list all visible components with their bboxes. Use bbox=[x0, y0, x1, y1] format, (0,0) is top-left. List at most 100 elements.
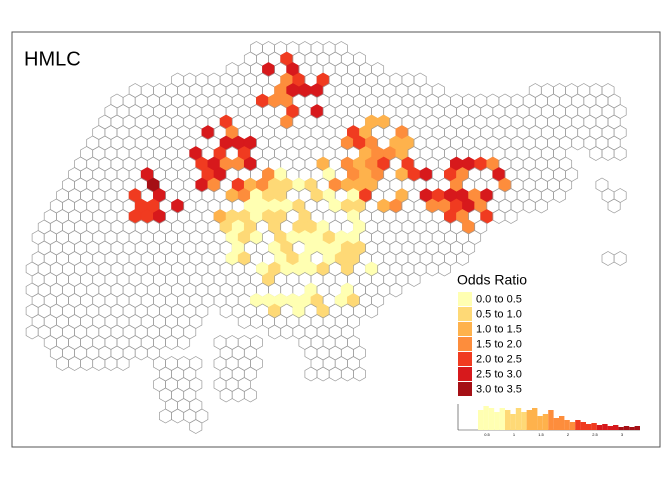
legend-label: 1.5 to 2.0 bbox=[476, 338, 522, 350]
hex-cell bbox=[316, 366, 330, 382]
legend: Odds Ratio 0.0 to 0.5 0.5 to 1.0 1.0 to 1.… bbox=[457, 272, 527, 396]
hex-cell bbox=[237, 314, 251, 329]
hex-cell bbox=[365, 303, 379, 319]
hist-bar bbox=[478, 410, 484, 430]
legend-label: 2.0 to 2.5 bbox=[476, 353, 522, 365]
hex-grid bbox=[25, 41, 627, 434]
legend-label: 2.5 to 3.0 bbox=[476, 368, 522, 380]
hex-cell bbox=[601, 146, 615, 161]
hex-cell bbox=[571, 135, 585, 151]
hist-bar bbox=[629, 427, 635, 430]
hex-cell bbox=[437, 261, 451, 277]
hist-bar bbox=[564, 420, 570, 430]
hex-cell bbox=[601, 251, 615, 266]
hist-bar bbox=[580, 422, 586, 430]
legend-title: Odds Ratio bbox=[457, 272, 527, 288]
hex-cell bbox=[219, 387, 233, 403]
hist-bar bbox=[602, 424, 608, 430]
hist-bar bbox=[548, 410, 554, 430]
hist-bar bbox=[488, 408, 495, 430]
legend-label: 3.0 to 3.5 bbox=[476, 383, 522, 395]
hex-cell bbox=[171, 408, 185, 424]
hist-bar bbox=[591, 423, 597, 430]
histogram: 0.5 1 1.5 2 2.5 3 bbox=[457, 404, 640, 437]
hist-tick-label: 0.5 bbox=[484, 432, 490, 437]
legend-swatch bbox=[458, 367, 472, 381]
hist-bar bbox=[618, 427, 624, 430]
hex-cell bbox=[231, 387, 245, 403]
hist-tick-label: 1.5 bbox=[538, 432, 544, 437]
hist-tick-label: 1 bbox=[513, 432, 516, 437]
hex-cell bbox=[522, 198, 536, 214]
legend-swatch bbox=[458, 337, 472, 351]
hist-bar bbox=[532, 408, 538, 430]
hist-bar bbox=[575, 420, 581, 430]
hist-bar bbox=[510, 414, 516, 430]
hex-cell bbox=[159, 408, 172, 424]
hist-bar bbox=[483, 406, 489, 430]
hex-cell bbox=[613, 146, 627, 161]
hex-cell bbox=[177, 335, 191, 350]
hex-cell bbox=[68, 356, 81, 371]
hex-cell bbox=[134, 345, 148, 361]
map-frame bbox=[11, 31, 661, 448]
hex-cell bbox=[80, 356, 94, 371]
hist-bar bbox=[526, 410, 532, 430]
hex-cell bbox=[280, 324, 294, 340]
hex-cell bbox=[353, 366, 366, 382]
hist-bar bbox=[521, 412, 527, 430]
hist-bar bbox=[553, 418, 559, 430]
hist-bar bbox=[537, 416, 543, 430]
hist-bar bbox=[607, 426, 613, 430]
legend-label: 1.0 to 1.5 bbox=[476, 323, 522, 335]
map-title: HMLC bbox=[24, 48, 81, 70]
hex-cell bbox=[340, 366, 354, 382]
hist-bar bbox=[596, 425, 603, 430]
hist-bar bbox=[623, 426, 630, 430]
hist-bar bbox=[559, 416, 565, 430]
hex-cell bbox=[304, 366, 318, 382]
hist-tick-label: 3 bbox=[621, 432, 624, 437]
hist-bar bbox=[515, 408, 522, 430]
hex-cell bbox=[534, 198, 548, 214]
hex-cell bbox=[407, 272, 421, 287]
legend-swatch bbox=[458, 322, 472, 336]
legend-swatch bbox=[458, 292, 472, 306]
hex-cell bbox=[165, 335, 178, 350]
hist-bar bbox=[499, 408, 505, 430]
hist-tick-label: 2.5 bbox=[592, 432, 598, 437]
hex-cell bbox=[25, 324, 39, 340]
legend-swatch bbox=[458, 307, 472, 321]
hex-cell bbox=[589, 146, 603, 161]
hex-cell bbox=[607, 198, 621, 214]
hex-cell bbox=[553, 188, 566, 203]
hex-cell bbox=[613, 251, 627, 266]
hex-cell bbox=[492, 209, 506, 224]
hist-bar bbox=[505, 410, 511, 430]
legend-swatch bbox=[458, 352, 472, 366]
hist-bar bbox=[569, 422, 576, 430]
hex-cell bbox=[92, 356, 106, 371]
hist-bar bbox=[494, 412, 500, 430]
legend-swatch bbox=[458, 382, 472, 396]
hex-cell bbox=[328, 366, 342, 382]
hex-cell bbox=[116, 356, 130, 371]
hex-cell bbox=[268, 324, 282, 340]
hex-cell bbox=[250, 314, 263, 329]
hex-cell bbox=[456, 251, 469, 266]
hex-cell bbox=[219, 303, 233, 319]
hex-cell bbox=[56, 356, 69, 371]
hex-cell bbox=[189, 419, 203, 434]
hex-cell bbox=[243, 387, 257, 403]
hex-cell bbox=[389, 282, 403, 298]
hist-tick-label: 2 bbox=[567, 432, 570, 437]
hist-bar bbox=[613, 425, 619, 430]
legend-label: 0.0 to 0.5 bbox=[476, 293, 522, 305]
hex-cell bbox=[425, 261, 439, 277]
hist-bar bbox=[542, 414, 549, 430]
hex-cell bbox=[504, 209, 518, 224]
hex-cell bbox=[104, 356, 118, 371]
hist-bar bbox=[586, 424, 592, 430]
legend-label: 0.5 to 1.0 bbox=[476, 308, 522, 320]
